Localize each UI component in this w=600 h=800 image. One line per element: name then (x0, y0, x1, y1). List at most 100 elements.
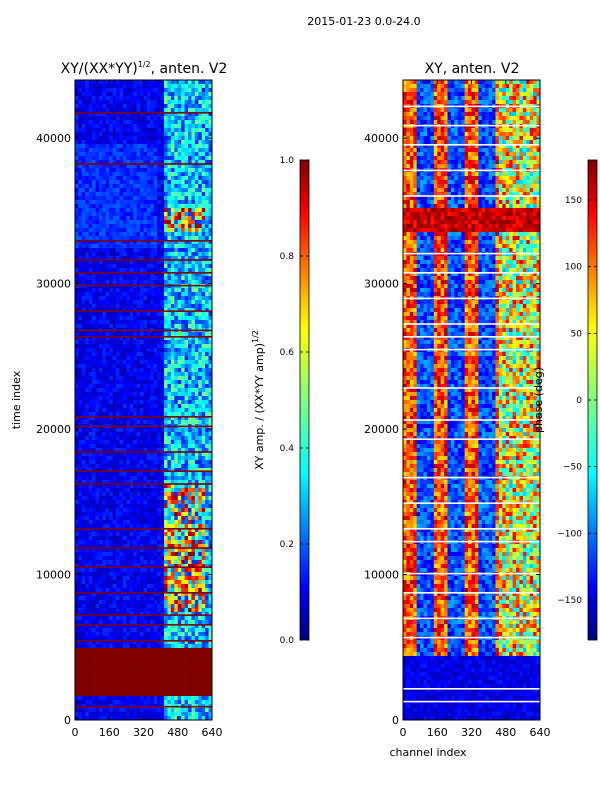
heat-cell (136, 368, 141, 373)
heat-cell (174, 212, 179, 217)
heat-cell (184, 84, 189, 89)
heat-cell (153, 144, 158, 149)
heat-cell (160, 360, 165, 365)
heat-cell (75, 324, 79, 329)
heat-cell (75, 96, 79, 101)
heat-cell (81, 156, 86, 161)
heat-cell (133, 560, 137, 565)
heat-cell (157, 156, 161, 161)
heat-cell (102, 356, 107, 361)
heat-cell (157, 176, 161, 181)
heat-cell (181, 536, 185, 541)
heat-cell (164, 512, 168, 517)
heat-cell (75, 256, 79, 261)
heat-cell (170, 164, 175, 169)
heat-cell (170, 180, 175, 185)
heat-cell (167, 436, 172, 441)
heat-cell (81, 256, 86, 261)
heat-cell (170, 220, 175, 225)
heat-cell (191, 268, 196, 273)
heat-cell (88, 376, 93, 381)
heat-cell (102, 568, 107, 573)
heat-cell (208, 340, 212, 345)
heat-cell (105, 216, 110, 221)
heat-cell (105, 396, 110, 401)
heat-cell (174, 388, 179, 393)
heat-cell (198, 236, 203, 241)
heat-cell (143, 120, 148, 125)
heat-cell (126, 120, 131, 125)
heat-cell (201, 556, 206, 561)
heat-cell (119, 256, 124, 261)
heat-cell (85, 408, 89, 413)
heat-cell (194, 440, 199, 445)
heat-cell (92, 84, 96, 89)
heat-cell (126, 104, 131, 109)
heat-cell (126, 396, 131, 401)
heat-cell (170, 312, 175, 317)
heat-cell (160, 380, 165, 385)
heat-cell (153, 444, 158, 449)
heat-cell (150, 524, 155, 529)
heat-cell (98, 312, 103, 317)
heat-cell (133, 300, 137, 305)
heat-cell (191, 272, 196, 277)
heat-cell (184, 180, 189, 185)
heat-cell (150, 528, 155, 533)
heat-cell (95, 548, 100, 553)
heat-cell (157, 144, 161, 149)
heat-cell (116, 268, 120, 273)
heat-cell (85, 476, 89, 481)
heat-cell (81, 200, 86, 205)
heat-cell (198, 212, 203, 217)
heat-cell (98, 88, 103, 93)
heat-cell (194, 436, 199, 441)
heat-cell (129, 192, 134, 197)
heat-cell (136, 204, 141, 209)
heat-cell (184, 408, 189, 413)
heat-cell (78, 108, 83, 113)
heat-cell (92, 528, 96, 533)
heat-cell (81, 84, 86, 89)
heat-cell (208, 192, 212, 197)
heat-cell (85, 168, 89, 173)
heat-cell (105, 536, 110, 541)
heat-cell (184, 404, 189, 409)
heat-cell (194, 256, 199, 261)
heat-cell (88, 440, 93, 445)
heat-cell (81, 268, 86, 273)
heat-cell (164, 568, 168, 573)
heat-cell (116, 572, 120, 577)
heat-cell (191, 96, 196, 101)
heat-cell (146, 456, 151, 461)
heat-cell (109, 572, 113, 577)
heat-cell (194, 348, 199, 353)
heat-cell (160, 184, 165, 189)
heat-cell (157, 288, 161, 293)
heat-cell (126, 408, 131, 413)
heat-cell (119, 472, 124, 477)
heat-cell (191, 248, 196, 253)
heat-cell (102, 108, 107, 113)
heat-cell (78, 104, 83, 109)
heat-cell (122, 112, 127, 117)
heat-cell (129, 80, 134, 85)
heat-cell (167, 256, 172, 261)
heat-cell (140, 480, 144, 485)
heat-cell (105, 460, 110, 465)
heat-cell (191, 340, 196, 345)
heat-cell (112, 280, 117, 285)
heat-cell (170, 348, 175, 353)
heat-cell (150, 228, 155, 233)
heat-cell (205, 368, 209, 373)
heat-cell (164, 572, 168, 577)
heat-cell (157, 556, 161, 561)
heat-cell (126, 488, 131, 493)
heat-cell (184, 524, 189, 529)
heat-cell (170, 572, 175, 577)
heat-cell (194, 572, 199, 577)
heat-cell (157, 216, 161, 221)
heat-cell (177, 552, 182, 557)
heat-cell (78, 92, 83, 97)
heat-cell (150, 132, 155, 137)
